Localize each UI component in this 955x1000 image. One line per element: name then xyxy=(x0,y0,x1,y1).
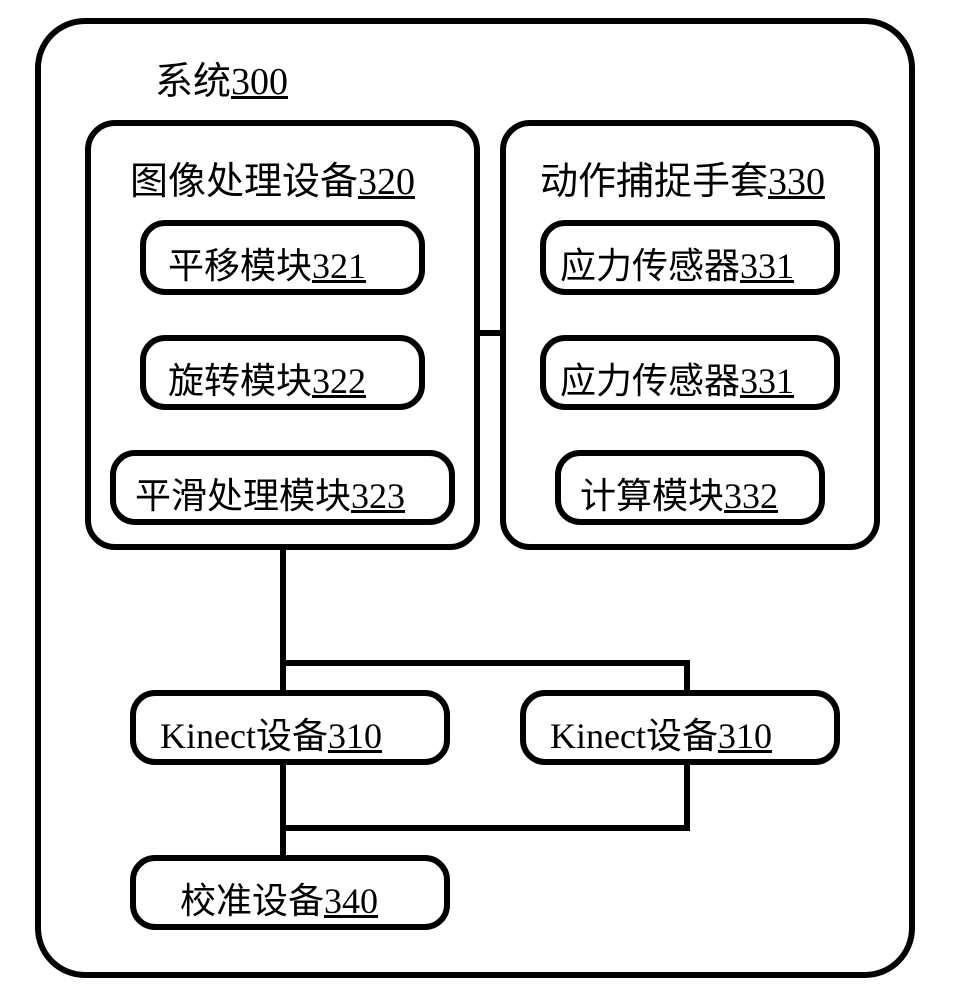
right-item-2-num: 332 xyxy=(724,476,778,516)
right-item-1-label: 应力传感器331 xyxy=(560,352,794,404)
left-col-title-text: 图像处理设备 xyxy=(130,161,358,203)
connector-0 xyxy=(480,330,500,336)
kinect-1-label: Kinect设备310 xyxy=(550,707,772,759)
kinect-0-text: Kinect设备 xyxy=(160,716,328,756)
left-item-0-text: 平移模块 xyxy=(168,246,312,286)
right-col-title: 动作捕捉手套330 xyxy=(540,150,825,205)
system-title-text: 系统 xyxy=(155,61,231,103)
calib-num: 340 xyxy=(324,881,378,921)
right-item-1-text: 应力传感器 xyxy=(560,361,740,401)
kinect-1-num: 310 xyxy=(718,716,772,756)
connector-2 xyxy=(280,660,690,666)
left-col-title: 图像处理设备320 xyxy=(130,150,415,205)
connector-6 xyxy=(684,765,690,829)
right-item-0-label: 应力传感器331 xyxy=(560,237,794,289)
left-item-0-num: 321 xyxy=(312,246,366,286)
right-col-title-text: 动作捕捉手套 xyxy=(540,161,768,203)
left-item-1-num: 322 xyxy=(312,361,366,401)
connector-1 xyxy=(280,550,286,690)
kinect-1-text: Kinect设备 xyxy=(550,716,718,756)
left-item-2-num: 323 xyxy=(351,476,405,516)
system-title: 系统300 xyxy=(155,50,288,105)
connector-3 xyxy=(684,662,690,692)
left-item-1-text: 旋转模块 xyxy=(168,361,312,401)
diagram-canvas: 系统300 图像处理设备320 动作捕捉手套330 平移模块321 旋转模块32… xyxy=(0,0,955,1000)
calib-label: 校准设备340 xyxy=(180,872,378,924)
kinect-0-num: 310 xyxy=(328,716,382,756)
right-col-title-num: 330 xyxy=(768,161,825,203)
connector-4 xyxy=(280,765,286,855)
right-item-2-text: 计算模块 xyxy=(580,476,724,516)
right-item-0-num: 331 xyxy=(740,246,794,286)
right-item-1-num: 331 xyxy=(740,361,794,401)
calib-text: 校准设备 xyxy=(180,881,324,921)
connector-5 xyxy=(280,825,690,831)
system-title-num: 300 xyxy=(231,61,288,103)
left-item-2-label: 平滑处理模块323 xyxy=(135,467,405,519)
kinect-0-label: Kinect设备310 xyxy=(160,707,382,759)
right-item-2-label: 计算模块332 xyxy=(580,467,778,519)
left-item-2-text: 平滑处理模块 xyxy=(135,476,351,516)
left-col-title-num: 320 xyxy=(358,161,415,203)
right-item-0-text: 应力传感器 xyxy=(560,246,740,286)
left-item-0-label: 平移模块321 xyxy=(168,237,366,289)
left-item-1-label: 旋转模块322 xyxy=(168,352,366,404)
